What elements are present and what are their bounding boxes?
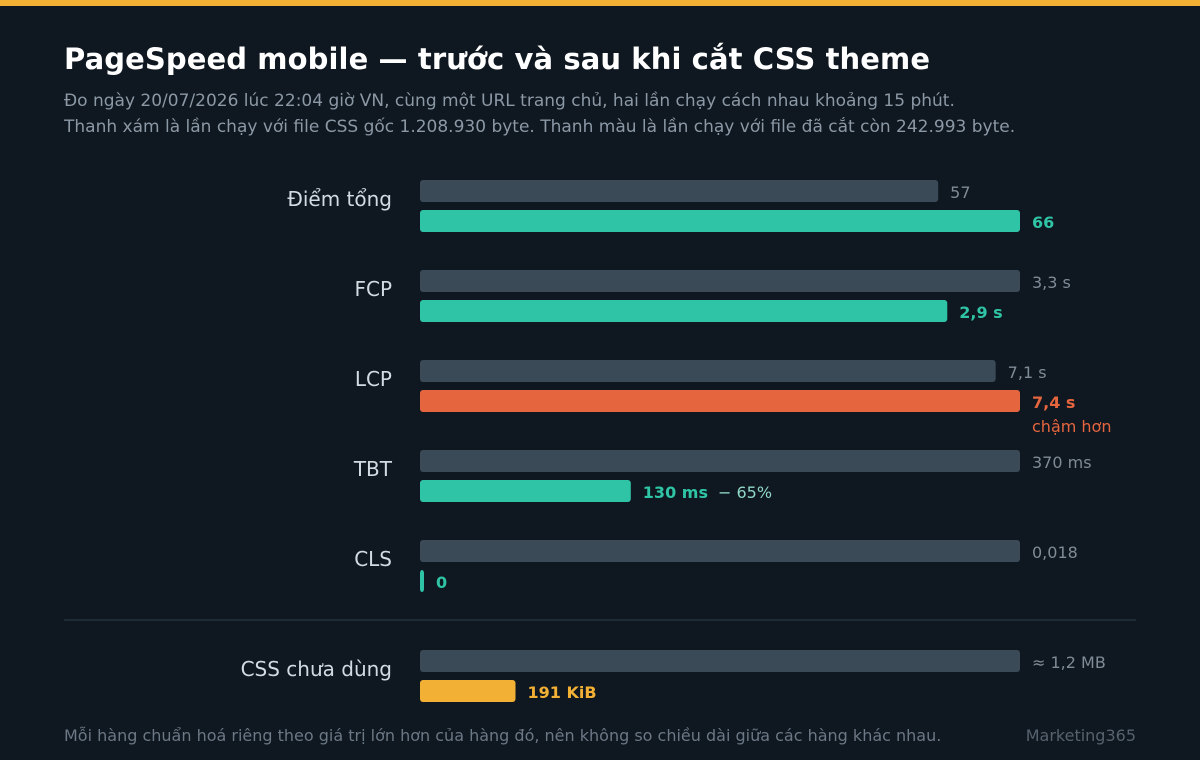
value-label-before-extra: ≈ 1,2 MB [1032,653,1106,672]
annotation-3: − 65% [718,483,772,502]
category-label-0: Điểm tổng [287,187,392,211]
value-label-before-1: 3,3 s [1032,273,1071,292]
accent-bar [0,0,1200,6]
brand-label: Marketing365 [1025,726,1136,745]
bar-after-3 [420,480,631,502]
bar-before-2 [420,360,996,382]
chart-title: PageSpeed mobile — trước và sau khi cắt … [64,42,931,76]
value-label-before-3: 370 ms [1032,453,1092,472]
chart-subtitle-line-2: Thanh xám là lần chạy với file CSS gốc 1… [64,117,1016,137]
value-label-after-2: 7,4 s [1032,393,1075,412]
value-label-after-0: 66 [1032,213,1054,232]
value-label-after-1: 2,9 s [959,303,1002,322]
value-label-after-3: 130 ms [643,483,708,502]
category-label-2: LCP [355,367,392,391]
bar-after-2 [420,390,1020,412]
bar-after-4 [420,570,424,592]
bar-before-3 [420,450,1020,472]
category-label-extra: CSS chưa dùng [241,657,392,681]
value-label-after-4: 0 [436,573,447,592]
annotation-2: chậm hơn [1032,417,1111,436]
value-label-before-4: 0,018 [1032,543,1078,562]
bar-before-0 [420,180,939,202]
value-label-before-2: 7,1 s [1008,363,1047,382]
category-label-1: FCP [354,277,392,301]
value-label-before-0: 57 [950,183,970,202]
bar-before-extra [420,650,1020,672]
footnote: Mỗi hàng chuẩn hoá riêng theo giá trị lớ… [64,726,942,745]
bar-before-1 [420,270,1020,292]
bar-after-1 [420,300,948,322]
chart-subtitle-line-1: Đo ngày 20/07/2026 lúc 22:04 giờ VN, cùn… [64,91,955,111]
bar-after-0 [420,210,1020,232]
category-label-4: CLS [354,547,392,571]
bar-before-4 [420,540,1020,562]
category-label-3: TBT [353,457,393,481]
value-label-after-extra: 191 KiB [528,683,597,702]
bar-after-extra [420,680,516,702]
